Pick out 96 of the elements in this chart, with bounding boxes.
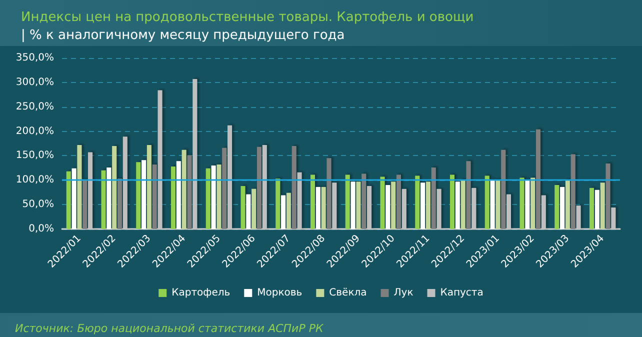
- bar: [117, 178, 122, 229]
- bar: [501, 150, 506, 229]
- bar: [450, 174, 454, 229]
- bar: [316, 186, 320, 229]
- bar: [541, 195, 546, 229]
- bar: [506, 194, 512, 229]
- bar: [158, 90, 162, 229]
- bar: [326, 158, 332, 229]
- bar: [192, 79, 198, 229]
- bar: [216, 164, 222, 229]
- bar: [606, 164, 610, 229]
- y-tick-label: 0,0%: [28, 224, 54, 234]
- bar: [187, 155, 192, 229]
- bar: [88, 152, 93, 229]
- bar: [530, 178, 536, 229]
- bar: [345, 174, 350, 229]
- bar: [152, 164, 157, 229]
- bar: [460, 180, 466, 229]
- bar: [380, 176, 385, 229]
- bar: [112, 146, 117, 229]
- bar: [256, 146, 262, 229]
- bar: [82, 180, 88, 229]
- bar: [297, 172, 302, 229]
- bar: [490, 180, 495, 229]
- bar: [206, 168, 210, 229]
- bar: [570, 154, 576, 229]
- bar: [496, 180, 500, 229]
- bar: [170, 166, 176, 229]
- bar: [176, 161, 181, 229]
- bar: [520, 178, 524, 229]
- bar: [350, 182, 356, 229]
- bar: [466, 161, 471, 229]
- bar: [142, 160, 146, 229]
- bar: [536, 129, 540, 229]
- bar: [252, 188, 256, 229]
- y-tick-label: 150,0%: [16, 150, 54, 162]
- legend-label: Морковь: [257, 288, 302, 298]
- bar: [565, 180, 570, 229]
- bar: [525, 180, 530, 229]
- bar: [391, 182, 396, 229]
- bar: [431, 167, 436, 229]
- bar: [332, 182, 337, 229]
- bar: [362, 174, 366, 229]
- bar: [276, 178, 280, 229]
- legend-label: Капуста: [440, 288, 484, 298]
- bar: [554, 185, 560, 229]
- bar: [240, 186, 246, 229]
- y-tick-label: 100,0%: [16, 174, 54, 186]
- bar: [222, 148, 227, 229]
- bar: [228, 125, 232, 229]
- bar: [292, 146, 296, 229]
- y-tick-label: 200,0%: [16, 126, 54, 137]
- bar: [182, 150, 186, 229]
- bar: [281, 195, 286, 229]
- bar: [576, 206, 581, 229]
- bar: [415, 176, 420, 229]
- bar: [426, 182, 430, 229]
- bar: [420, 182, 426, 229]
- bar: [472, 188, 476, 229]
- legend-label: Лук: [394, 288, 414, 298]
- bar: [484, 176, 490, 229]
- bar: [262, 144, 267, 229]
- chart-subtitle: | % к аналогичному месяцу предыдущего года: [21, 28, 345, 43]
- bar: [402, 188, 406, 229]
- bar: [321, 186, 326, 229]
- y-tick-label: 350,0%: [16, 52, 54, 64]
- bar: [386, 185, 390, 229]
- bar: [367, 186, 372, 229]
- bar: [310, 174, 315, 229]
- y-tick-label: 300,0%: [16, 76, 54, 88]
- bar: [356, 182, 361, 229]
- bar: [106, 167, 112, 229]
- bar: [211, 165, 216, 229]
- bar: [136, 162, 141, 229]
- bar: [594, 190, 600, 229]
- chart-title: Индексы цен на продовольственные товары. Картофель и овощи: [21, 10, 474, 25]
- bar: [72, 168, 76, 229]
- bar: [396, 174, 401, 229]
- bar: [122, 136, 128, 229]
- bar: [560, 186, 565, 229]
- bar: [246, 194, 251, 229]
- y-tick-label: 50,0%: [22, 199, 54, 210]
- legend-label: Свёкла: [329, 288, 367, 298]
- bar: [589, 188, 594, 229]
- y-tick-label: 250,0%: [16, 101, 54, 112]
- bar: [77, 144, 82, 229]
- bar: [146, 144, 152, 229]
- bar: [101, 170, 106, 229]
- bar: [286, 192, 291, 229]
- bar: [66, 171, 71, 229]
- legend-label: Картофель: [172, 288, 230, 298]
- bar: [436, 188, 442, 229]
- bar: [611, 208, 616, 229]
- text: Источник: Бюро национальной статистики АСПиР РК: [15, 322, 324, 335]
- bar: [455, 182, 460, 229]
- bar: [600, 182, 605, 229]
